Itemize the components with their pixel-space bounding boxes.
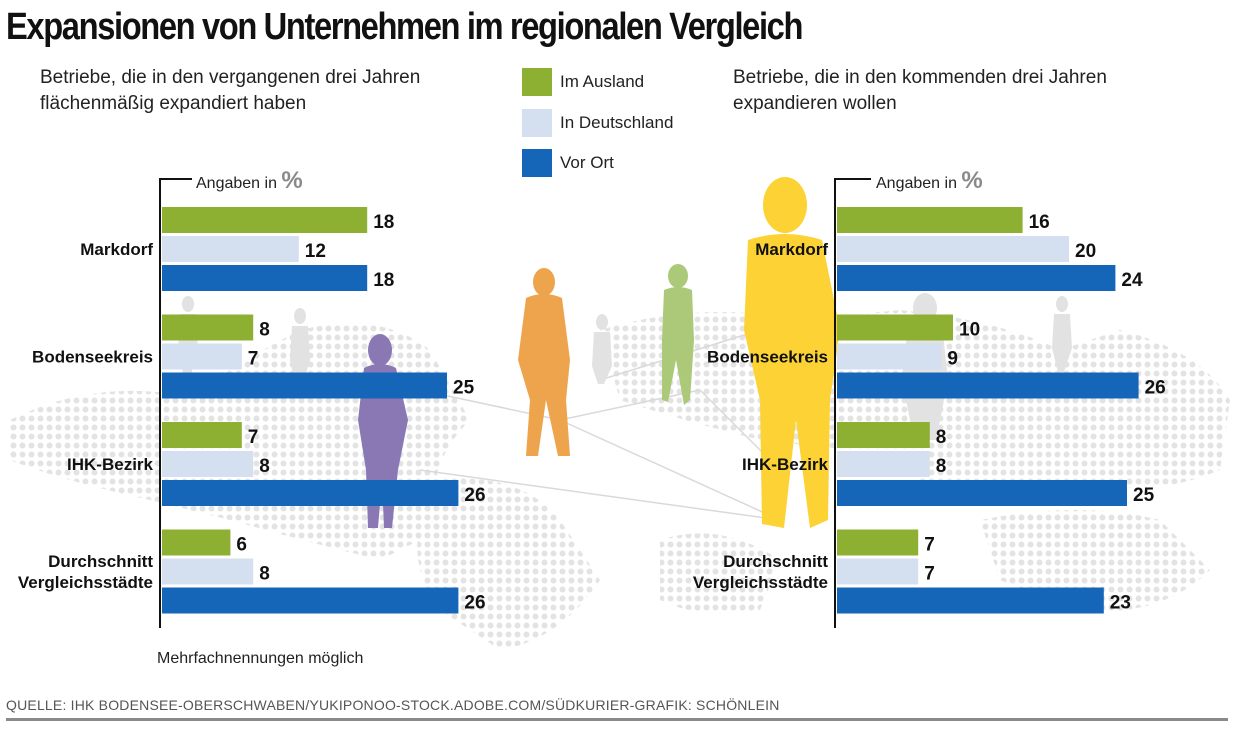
legend-swatch-in-deutschland <box>522 109 552 137</box>
bar-im-ausland <box>162 422 242 448</box>
bar-value-label: 8 <box>259 456 270 477</box>
bar-value-label: 8 <box>259 564 270 585</box>
bar-value-label: 18 <box>373 270 394 291</box>
source-credit: QUELLE: IHK BODENSEE-OBERSCHWABEN/YUKIPO… <box>6 697 780 713</box>
category-label: Markdorf <box>80 240 153 259</box>
bar-value-label: 10 <box>959 320 980 341</box>
bar-value-label: 16 <box>1029 212 1050 233</box>
bar-in-deutschland <box>162 343 242 370</box>
category-label: Durchschnitt <box>723 552 828 571</box>
bar-value-label: 24 <box>1121 270 1143 291</box>
bar-in-deutschland <box>162 236 299 262</box>
left-subtitle-line-2: flächenmäßig expandiert haben <box>40 93 307 114</box>
bar-vor-ort <box>837 265 1116 291</box>
right-subtitle-line-2: expandieren wollen <box>733 93 897 114</box>
category-label: IHK-Bezirk <box>67 455 154 474</box>
legend-label: In Deutschland <box>560 113 674 132</box>
bar-in-deutschland <box>837 558 919 585</box>
legend-label: Vor Ort <box>560 153 614 172</box>
right-subtitle-line-1: Betriebe, die in den kommenden drei Jahr… <box>733 67 1107 88</box>
right-subtitle: Betriebe, die in den kommenden drei Jahr… <box>733 65 1107 117</box>
bar-vor-ort <box>162 480 459 506</box>
bar-value-label: 7 <box>248 427 259 448</box>
bar-value-label: 8 <box>259 320 270 341</box>
bar-im-ausland <box>162 314 254 341</box>
legend-item-im-ausland: Im Ausland <box>522 67 644 97</box>
category-label: Markdorf <box>755 240 828 259</box>
bar-vor-ort <box>162 265 368 291</box>
bar-in-deutschland <box>162 558 254 585</box>
bar-im-ausland <box>837 207 1023 233</box>
person-orange-silhouette <box>518 268 570 456</box>
left-axis-title: Angaben in % <box>192 167 307 195</box>
bar-im-ausland <box>837 314 953 341</box>
bar-value-label: 23 <box>1110 593 1131 614</box>
bar-value-label: 25 <box>1133 485 1155 506</box>
person-yellow-silhouette <box>744 177 840 528</box>
bar-value-label: 25 <box>453 378 475 399</box>
category-label: Vergleichsstädte <box>693 573 828 592</box>
bar-value-label: 9 <box>947 349 958 370</box>
bar-vor-ort <box>162 372 447 399</box>
bar-vor-ort <box>837 372 1139 399</box>
axis-title-prefix: Angaben in <box>196 175 277 192</box>
bar-im-ausland <box>837 422 930 448</box>
bar-im-ausland <box>162 529 231 556</box>
category-label: Bodenseekreis <box>32 348 153 367</box>
bar-im-ausland <box>837 529 919 556</box>
bar-in-deutschland <box>837 343 942 370</box>
bar-value-label: 7 <box>924 535 935 556</box>
legend-item-in-deutschland: In Deutschland <box>522 108 673 138</box>
bar-in-deutschland <box>162 451 254 477</box>
legend-swatch-im-ausland <box>522 68 552 96</box>
axis-title-unit: % <box>961 167 983 194</box>
axis-title-prefix: Angaben in <box>876 175 957 192</box>
category-label: Vergleichsstädte <box>18 573 153 592</box>
bar-value-label: 7 <box>248 349 259 370</box>
bottom-rule <box>6 718 1228 721</box>
bar-value-label: 6 <box>236 535 247 556</box>
bar-vor-ort <box>837 587 1104 614</box>
category-label: Bodenseekreis <box>707 348 828 367</box>
left-subtitle-line-1: Betriebe, die in den vergangenen drei Ja… <box>40 67 421 88</box>
left-subtitle: Betriebe, die in den vergangenen drei Ja… <box>40 65 420 117</box>
right-axis-title: Angaben in % <box>872 167 987 195</box>
bar-value-label: 8 <box>936 427 947 448</box>
bar-vor-ort <box>837 480 1127 506</box>
legend-swatch-vor-ort <box>522 149 552 177</box>
bar-value-label: 7 <box>924 564 935 585</box>
bar-value-label: 18 <box>373 212 394 233</box>
bar-in-deutschland <box>837 236 1069 262</box>
bar-value-label: 26 <box>464 593 485 614</box>
chart-title: Expansionen von Unternehmen im regionale… <box>6 6 803 48</box>
bar-in-deutschland <box>837 451 930 477</box>
category-label: Durchschnitt <box>48 552 153 571</box>
bar-vor-ort <box>162 587 459 614</box>
bar-value-label: 26 <box>464 485 485 506</box>
bar-value-label: 8 <box>936 456 947 477</box>
footnote: Mehrfachnennungen möglich <box>157 650 364 667</box>
bar-value-label: 12 <box>305 241 326 262</box>
bar-value-label: 20 <box>1075 241 1096 262</box>
bar-im-ausland <box>162 207 368 233</box>
axis-title-unit: % <box>281 167 303 194</box>
bar-value-label: 26 <box>1145 378 1166 399</box>
person-green-silhouette <box>662 264 694 405</box>
legend-item-vor-ort: Vor Ort <box>522 148 614 178</box>
legend-label: Im Ausland <box>560 72 645 91</box>
category-label: IHK-Bezirk <box>742 455 829 474</box>
